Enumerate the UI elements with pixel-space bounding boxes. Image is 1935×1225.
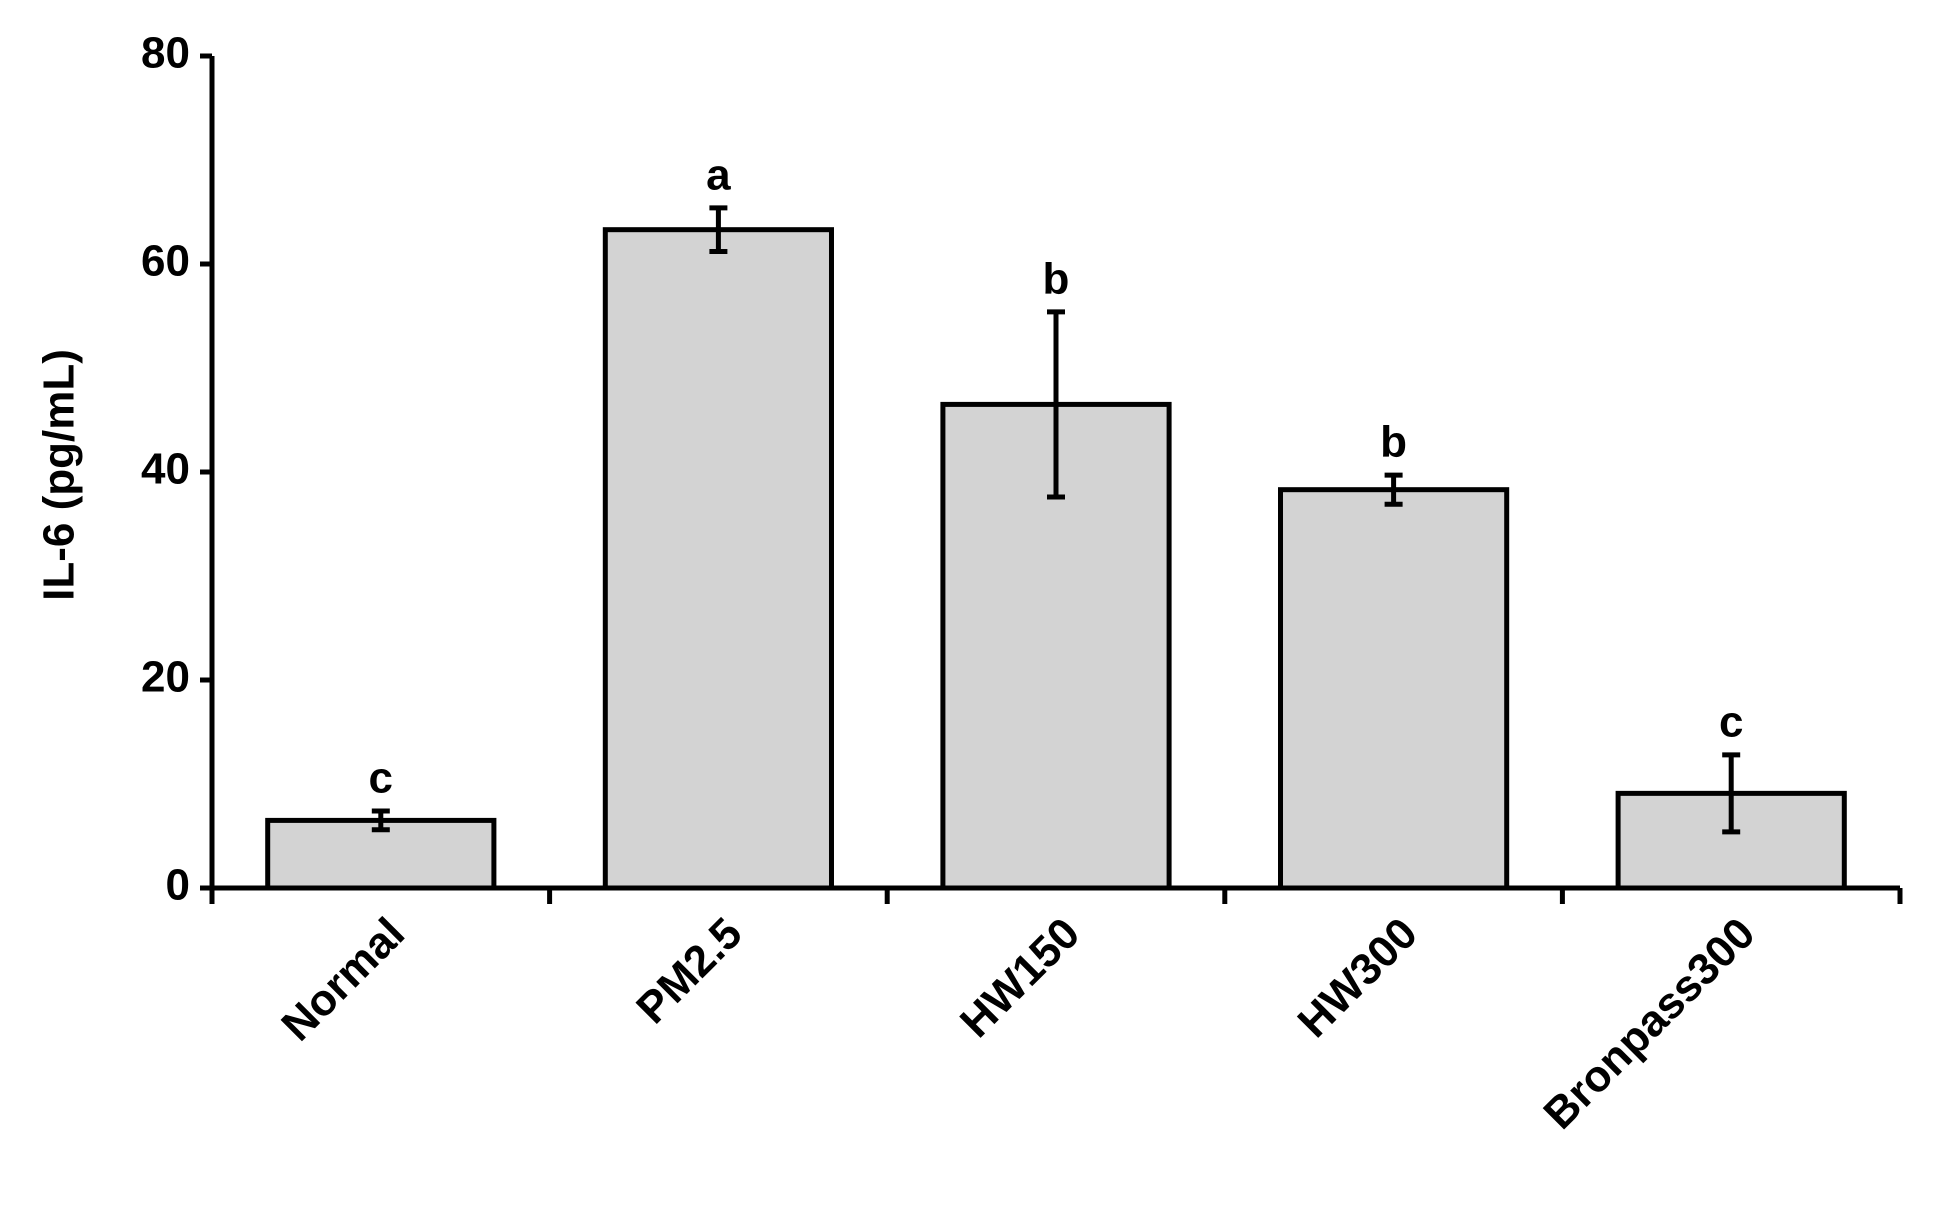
significance-letter: c [1719,698,1743,747]
y-tick-label: 80 [141,29,190,78]
bar [602,227,834,891]
x-tick-label: HW300 [1288,909,1426,1047]
x-tick-label: Normal [272,909,414,1051]
error-bar [371,808,390,833]
significance-letter: b [1043,254,1070,303]
y-tick-label: 20 [141,653,190,702]
error-bar [709,205,728,255]
significance-letter: c [369,754,393,803]
significance-letter: a [706,150,731,199]
x-tick-label: PM2.5 [627,909,752,1034]
bar [1278,487,1510,891]
x-tick-label: HW150 [951,909,1089,1047]
x-tick-label: Bronpass300 [1534,909,1764,1139]
y-tick-label: 60 [141,237,190,286]
y-tick-label: 0 [166,861,190,910]
error-bar [1722,752,1741,835]
error-bar [1047,309,1065,500]
error-bar [1384,472,1403,507]
significance-letter: b [1380,418,1407,467]
y-axis-label: IL-6 (pg/mL) [35,349,84,601]
bar [265,817,497,891]
y-tick-label: 40 [141,445,190,494]
